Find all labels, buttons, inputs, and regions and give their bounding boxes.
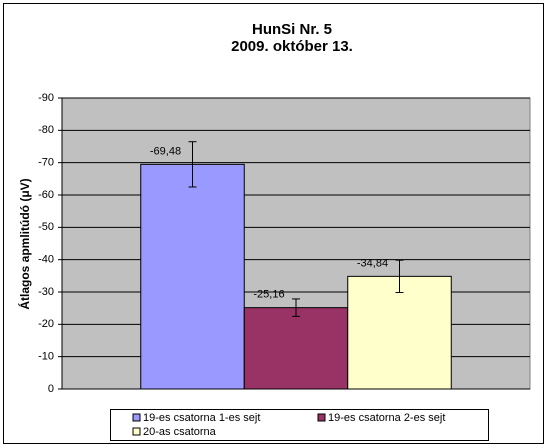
legend-label: 20-as csatorna — [143, 426, 217, 438]
bar — [243, 307, 349, 390]
y-tick-label: -50 — [38, 221, 54, 233]
y-tick-label: -40 — [38, 254, 54, 266]
y-tick-label: -30 — [38, 286, 54, 298]
chart-subtitle: 2009. október 13. — [231, 38, 353, 55]
bar — [347, 275, 452, 390]
y-tick-label: -90 — [38, 92, 54, 104]
legend-swatch — [132, 427, 141, 436]
data-label: -69,48 — [150, 145, 181, 157]
data-label: -25,16 — [253, 289, 284, 301]
y-tick-label: -10 — [38, 351, 54, 363]
bar — [140, 163, 245, 390]
chart-title: HunSi Nr. 5 — [252, 21, 332, 38]
y-axis-label: Átlagos apmlitúdó (μV) — [17, 178, 32, 309]
y-tick-label: -80 — [38, 124, 54, 136]
legend-swatch — [317, 413, 326, 422]
legend-label: 19-es csatorna 2-es sejt — [328, 412, 445, 424]
y-tick-label: -60 — [38, 189, 54, 201]
legend-label: 19-es csatorna 1-es sejt — [143, 412, 260, 424]
y-tick-label: 0 — [48, 383, 54, 395]
legend-swatch — [132, 413, 141, 422]
legend — [110, 409, 489, 441]
y-tick-label: -70 — [38, 157, 54, 169]
y-tick-label: -20 — [38, 318, 54, 330]
data-label: -34,84 — [357, 257, 388, 269]
